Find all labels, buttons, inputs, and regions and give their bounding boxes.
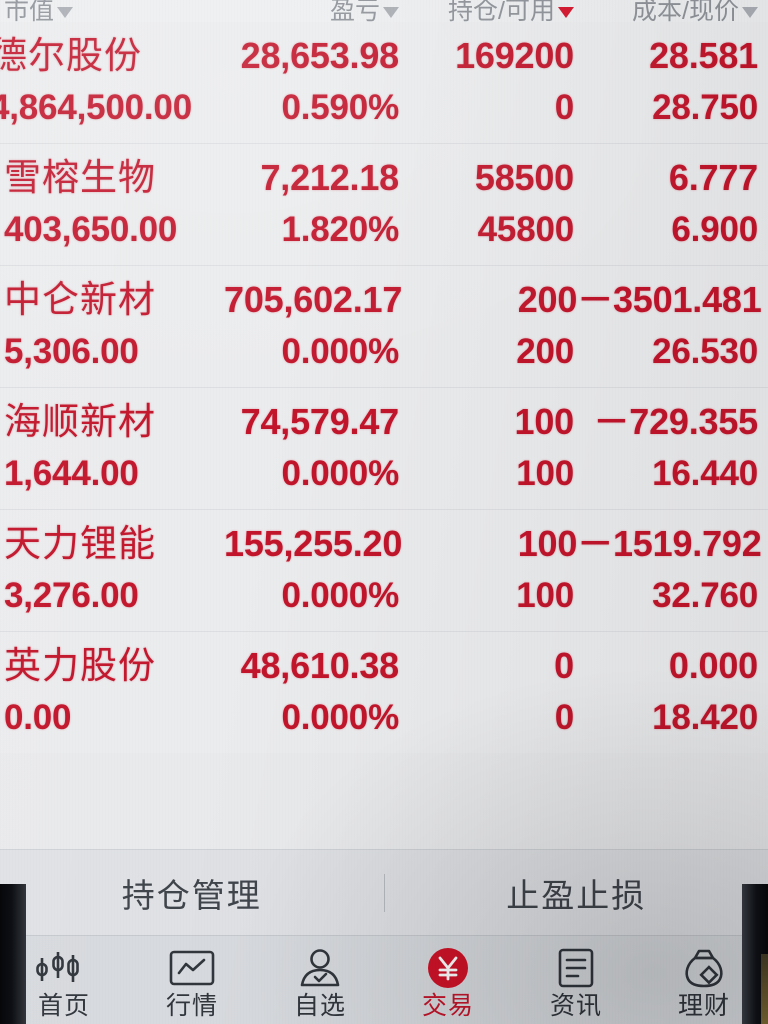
available-qty: 0 [554, 88, 574, 127]
table-row[interactable]: 海顺新材 74,579.47 100 －729.355 1,644.00 0.0… [0, 388, 768, 510]
tab-trade[interactable]: 交易 [384, 936, 512, 1024]
bottom-tab-bar: 首页 行情 自选 [0, 935, 768, 1024]
stop-profit-loss-button[interactable]: 止盈止损 [506, 877, 647, 914]
market-value: 5,306.00 [4, 332, 139, 371]
available-qty: 0 [554, 698, 574, 737]
market-value: 3,276.00 [4, 576, 139, 615]
cost-price: －3501.481 [577, 279, 762, 320]
stock-name: 中仑新材 [4, 279, 156, 320]
column-header-cost-price[interactable]: 成本/现价 [574, 0, 758, 22]
tab-news-label: 资讯 [549, 992, 602, 1020]
current-price: 28.750 [652, 88, 758, 127]
sort-caret-down-icon[interactable] [558, 6, 574, 18]
market-value: 1,644.00 [4, 454, 139, 493]
tab-wealth[interactable]: 理财 [640, 936, 768, 1024]
profit-amount: 74,579.47 [240, 401, 400, 442]
current-price: 32.760 [652, 576, 758, 615]
column-header-position-label: 持仓/可用 [448, 0, 555, 22]
cost-price: －729.355 [593, 401, 758, 442]
column-header-position[interactable]: 持仓/可用 [399, 0, 574, 22]
tab-home-label: 首页 [37, 992, 90, 1020]
sort-caret-down-icon[interactable] [742, 6, 758, 18]
profit-amount: 28,653.98 [240, 35, 400, 76]
column-header-profit-label: 盈亏 [329, 0, 380, 22]
market-value: 403,650.00 [4, 210, 178, 249]
position-qty: 100 [514, 401, 575, 442]
profit-amount: 155,255.20 [224, 523, 403, 564]
position-qty: 0 [554, 645, 574, 686]
position-qty: 169200 [455, 35, 574, 76]
profit-percent: 0.000% [281, 698, 399, 737]
tab-watchlist-label: 自选 [293, 992, 346, 1020]
cost-price: 6.777 [668, 157, 758, 198]
tab-news[interactable]: 资讯 [512, 936, 640, 1024]
table-row[interactable]: 天力锂能 155,255.20 100 －1519.792 3,276.00 0… [0, 510, 768, 632]
profit-percent: 0.000% [281, 454, 399, 493]
position-qty: 200 [517, 279, 578, 320]
sort-caret-down-icon[interactable] [383, 6, 399, 18]
profit-percent: 0.590% [281, 88, 399, 127]
market-value: 4,864,500.00 [0, 88, 192, 127]
profit-percent: 1.820% [281, 210, 399, 249]
table-row[interactable]: 雪榕生物 7,212.18 58500 6.777 403,650.00 1.8… [0, 144, 768, 266]
money-bag-icon [682, 946, 726, 990]
tab-trade-label: 交易 [421, 992, 474, 1020]
cost-price: 0.000 [668, 645, 758, 686]
tab-home[interactable]: 首页 [0, 936, 128, 1024]
position-qty: 58500 [474, 157, 574, 198]
tab-wealth-label: 理财 [677, 992, 730, 1020]
column-header-profit[interactable]: 盈亏 [224, 0, 399, 22]
positions-list[interactable]: 市值 盈亏 持仓/可用 成本/现价 德尔股份 28,653.98 169200 … [0, 0, 768, 850]
cost-price: 28.581 [649, 35, 758, 76]
candlestick-icon [33, 946, 95, 990]
stock-name: 海顺新材 [4, 401, 156, 442]
available-qty: 45800 [477, 210, 575, 249]
cost-price: －1519.792 [577, 523, 762, 564]
column-header-cost-price-label: 成本/现价 [632, 0, 739, 22]
tab-watchlist[interactable]: 自选 [256, 936, 384, 1024]
stock-name: 德尔股份 [0, 35, 142, 76]
available-qty: 100 [516, 576, 574, 615]
table-row[interactable]: 中仑新材 705,602.17 200 －3501.481 5,306.00 0… [0, 266, 768, 388]
current-price: 16.440 [652, 454, 758, 493]
profit-amount: 7,212.18 [260, 157, 399, 198]
person-check-icon [297, 946, 343, 990]
column-header-market-value-label: 市值 [4, 0, 55, 22]
position-management-button[interactable]: 持仓管理 [121, 877, 262, 914]
current-price: 6.900 [671, 210, 758, 249]
available-qty: 100 [516, 454, 574, 493]
document-lines-icon [557, 946, 595, 990]
profit-amount: 705,602.17 [224, 279, 403, 320]
market-value: 0.00 [4, 698, 72, 737]
profit-amount: 48,610.38 [240, 645, 400, 686]
table-row[interactable]: 德尔股份 28,653.98 169200 28.581 4,864,500.0… [0, 22, 768, 144]
available-qty: 200 [516, 332, 574, 371]
action-bar: 持仓管理 止盈止损 [0, 849, 768, 936]
table-row[interactable]: 英力股份 48,610.38 0 0.000 0.00 0.000% 0 18.… [0, 632, 768, 753]
action-divider [383, 874, 385, 912]
stock-name: 英力股份 [4, 645, 156, 686]
positions-table-header: 市值 盈亏 持仓/可用 成本/现价 [0, 0, 768, 22]
yuan-coin-icon [426, 946, 470, 990]
stock-name: 天力锂能 [4, 523, 156, 564]
tab-quotes-label: 行情 [165, 992, 218, 1020]
tab-quotes[interactable]: 行情 [128, 936, 256, 1024]
current-price: 18.420 [652, 698, 758, 737]
sort-caret-down-icon[interactable] [57, 6, 74, 18]
current-price: 26.530 [652, 332, 758, 371]
profit-percent: 0.000% [281, 332, 399, 371]
stock-name: 雪榕生物 [4, 157, 156, 198]
chart-box-icon [169, 946, 215, 990]
column-header-market-value[interactable]: 市值 [4, 0, 224, 22]
profit-percent: 0.000% [281, 576, 399, 615]
position-qty: 100 [517, 523, 578, 564]
